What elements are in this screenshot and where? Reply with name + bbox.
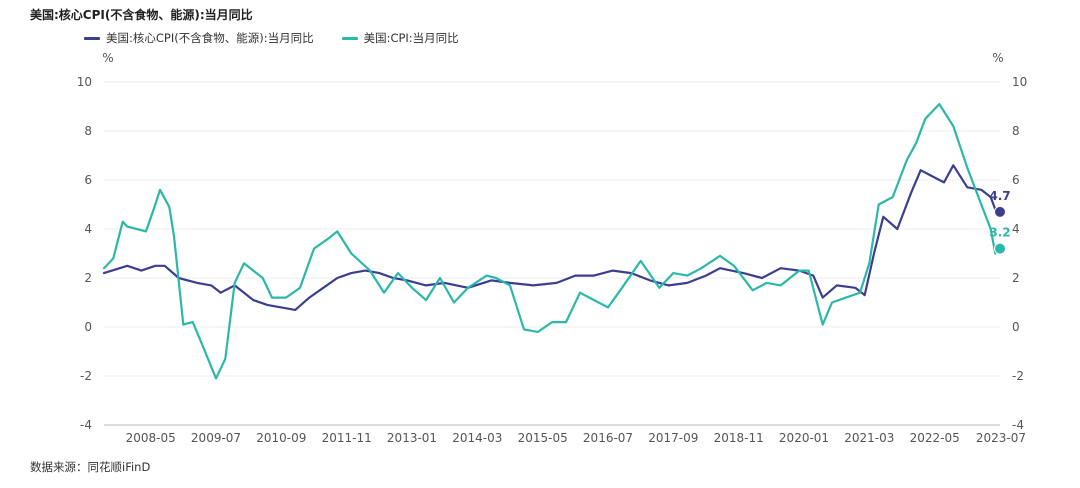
y-unit-right: % bbox=[992, 51, 1003, 65]
y-tick-right: -4 bbox=[1012, 418, 1024, 432]
end-value-label-0: 4.7 bbox=[989, 189, 1010, 203]
y-tick-left: 6 bbox=[84, 173, 92, 187]
x-tick-label: 2020-01 bbox=[779, 431, 829, 445]
x-tick-label: 2008-05 bbox=[126, 431, 176, 445]
y-tick-left: 4 bbox=[84, 222, 92, 236]
y-tick-right: 2 bbox=[1012, 271, 1020, 285]
x-tick-label: 2013-01 bbox=[387, 431, 437, 445]
x-tick-label: 2015-05 bbox=[518, 431, 568, 445]
y-tick-right: -2 bbox=[1012, 369, 1024, 383]
y-tick-left: 8 bbox=[84, 124, 92, 138]
legend-label-cpi: 美国:CPI:当月同比 bbox=[363, 31, 459, 45]
legend-swatch-cpi bbox=[341, 36, 358, 40]
x-tick-label: 2017-09 bbox=[648, 431, 698, 445]
y-tick-left: 2 bbox=[84, 271, 92, 285]
y-tick-right: 0 bbox=[1012, 320, 1020, 334]
axes: % % -4 -4 -2 -2 0 0 2 2 4 4 6 6 8 8 10 10 2008-05 2009-07 20… bbox=[77, 51, 1028, 445]
x-tick-label: 2023-07 bbox=[976, 431, 1026, 445]
end-marker-1 bbox=[994, 242, 1006, 255]
x-tick-label: 2016-07 bbox=[583, 431, 633, 445]
y-tick-left: -4 bbox=[80, 418, 92, 432]
legend-label-core-cpi: 美国:核心CPI(不含食物、能源):当月同比 bbox=[106, 31, 314, 45]
end-value-label-1: 3.2 bbox=[989, 226, 1010, 240]
legend-item-core-cpi[interactable]: 美国:核心CPI(不含食物、能源):当月同比 bbox=[84, 30, 314, 46]
end-marker-0 bbox=[994, 205, 1006, 218]
source-note: 数据来源：同花顺iFinD bbox=[30, 460, 151, 474]
legend-item-cpi[interactable]: 美国:CPI:当月同比 bbox=[341, 30, 459, 46]
grid-lines bbox=[104, 81, 1000, 426]
legend: 美国:核心CPI(不含食物、能源):当月同比 美国:CPI:当月同比 bbox=[84, 30, 459, 46]
x-tick-label: 2011-11 bbox=[322, 431, 372, 445]
y-tick-left: -2 bbox=[80, 369, 92, 383]
x-tick-label: 2009-07 bbox=[191, 431, 241, 445]
series-line-0 bbox=[102, 164, 1002, 311]
y-tick-right: 10 bbox=[1012, 75, 1027, 89]
end-markers: 4.7 3.2 bbox=[989, 189, 1011, 255]
series-lines bbox=[102, 103, 1002, 380]
series-line-1 bbox=[102, 103, 1002, 380]
x-tick-label: 2018-11 bbox=[714, 431, 764, 445]
x-tick-label: 2021-03 bbox=[844, 431, 894, 445]
y-unit-left: % bbox=[102, 51, 113, 65]
y-tick-left: 0 bbox=[84, 320, 92, 334]
chart-title: 美国:核心CPI(不含食物、能源):当月同比 bbox=[30, 8, 253, 22]
y-tick-right: 6 bbox=[1012, 173, 1020, 187]
legend-swatch-core-cpi bbox=[84, 36, 100, 40]
x-tick-label: 2022-05 bbox=[910, 431, 960, 445]
y-tick-right: 8 bbox=[1012, 124, 1020, 138]
y-tick-right: 4 bbox=[1012, 222, 1020, 236]
x-tick-label: 2010-09 bbox=[256, 431, 306, 445]
x-tick-label: 2014-03 bbox=[452, 431, 502, 445]
y-tick-left: 10 bbox=[77, 75, 92, 89]
